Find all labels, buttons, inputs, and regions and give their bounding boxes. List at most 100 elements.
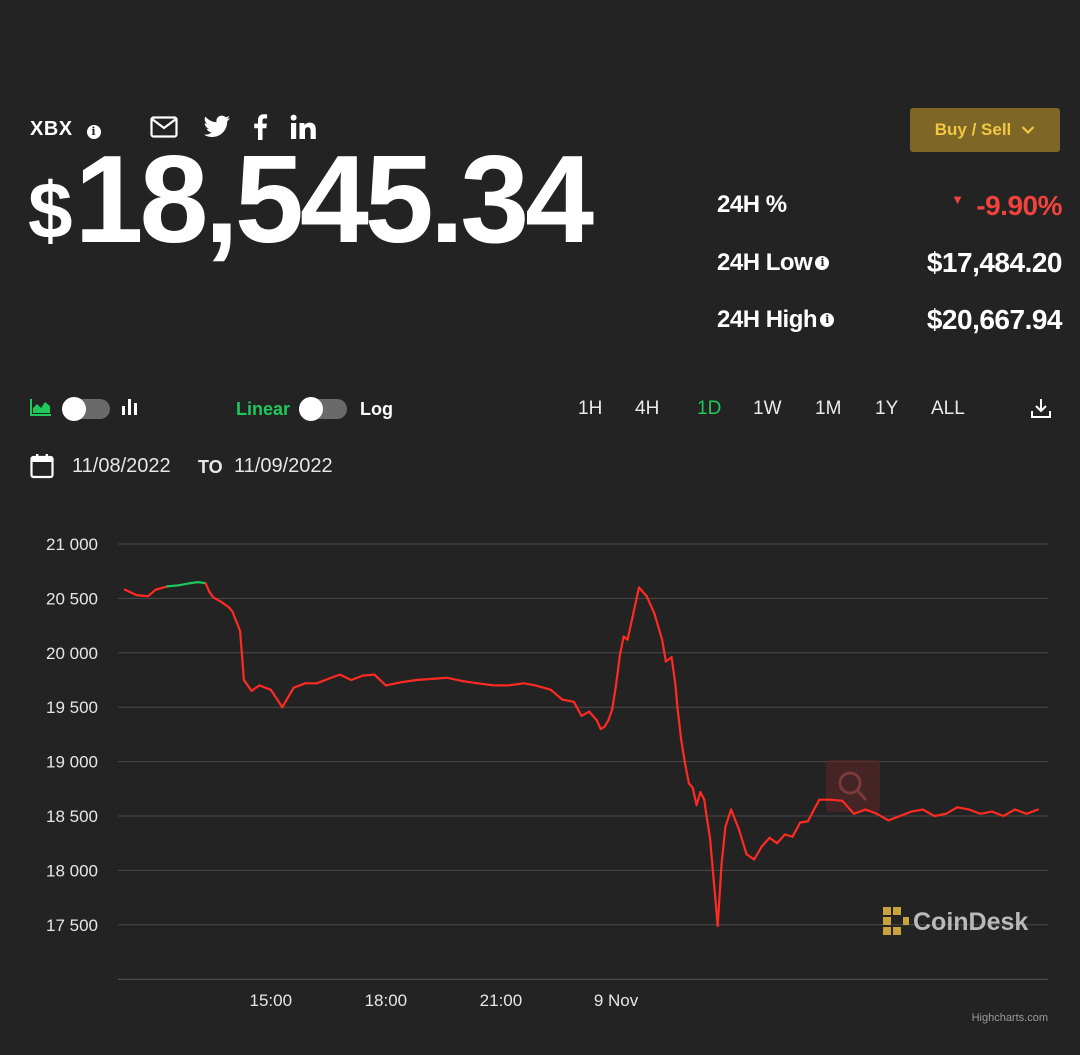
change-label-text: 24H % [717,191,787,218]
series-segment [699,791,706,801]
series-segment [250,684,261,692]
y-tick-label: 21 000 [46,535,98,554]
series-segment [166,584,180,588]
download-icon[interactable] [1030,397,1052,424]
series-segment [887,814,902,822]
watermark-text: CoinDesk [913,908,1028,936]
change-value: -9.90% [976,190,1062,221]
series-segment [189,580,199,585]
price-series [123,580,1040,927]
series-segment [729,808,740,831]
email-icon[interactable] [150,113,178,141]
series-segment [269,688,284,709]
series-segment [716,863,723,927]
range-1w[interactable]: 1W [753,398,782,419]
series-segment [708,836,715,883]
info-icon[interactable]: i [86,125,101,139]
series-segment [944,806,959,815]
series-segment [933,812,948,818]
buy-sell-button[interactable]: Buy / Sell [910,108,1060,152]
date-from[interactable]: 11/08/2022 [72,455,171,477]
range-1d[interactable]: 1D [697,398,722,419]
series-segment [637,586,648,598]
series-segment [415,677,433,682]
calendar-icon[interactable] [30,453,54,484]
series-segment [864,808,879,815]
series-segment [990,810,1005,818]
coindesk-watermark: CoinDesk [883,907,1028,936]
date-to-label: TO [198,457,223,477]
series-segment [588,710,598,722]
series-segment [956,806,971,811]
twitter-icon[interactable] [203,113,231,141]
series-segment [196,580,207,585]
range-4h[interactable]: 4H [635,398,660,419]
series-segment [674,684,679,709]
series-segment [841,799,856,815]
series-segment [768,836,779,845]
range-all[interactable]: ALL [931,398,965,419]
series-segment [146,588,157,598]
series-segment [607,708,614,722]
high-info-icon[interactable]: i [820,313,835,327]
area-chart-icon[interactable] [30,398,52,421]
scale-toggle[interactable] [299,397,347,421]
series-segment [799,820,809,824]
ticker-symbol: XBX [30,118,73,140]
chart-grid [118,543,1048,980]
low-label: 24H Low i [717,249,830,277]
series-segment [430,676,449,680]
series-segment [1025,808,1040,815]
series-segment [177,582,192,587]
series-segment [461,680,479,685]
series-segment [281,686,295,709]
series-segment [611,684,618,711]
series-segment [967,808,982,815]
series-segment [507,682,526,687]
bar-chart-icon[interactable] [121,398,139,421]
price-chart[interactable]: 21 000 20 500 20 000 19 500 19 000 18 500 18 0… [0,520,1080,1055]
high-value: $20,667.94 [926,304,1063,335]
y-axis-ticks: 21 000 20 500 20 000 19 500 19 000 18 500 18 0… [46,535,98,935]
series-segment [327,673,341,680]
chart-type-toggle[interactable] [62,397,110,421]
series-segment [910,808,925,813]
series-segment [618,635,625,657]
facebook-icon[interactable] [252,113,268,141]
series-segment [561,698,575,703]
series-segment [921,808,936,818]
series-segment [315,677,330,685]
linear-scale-label[interactable]: Linear [236,399,291,419]
chevron-down-icon [1021,126,1035,135]
series-segment [660,638,668,663]
series-segment [720,825,727,867]
x-tick-label: 18:00 [365,991,408,1010]
series-segment [829,798,844,802]
range-1y[interactable]: 1Y [875,398,899,419]
series-segment [534,684,545,689]
current-price: $18,545.34 [28,138,594,273]
range-1m[interactable]: 1M [815,398,842,419]
series-segment [670,656,677,687]
series-segment [676,706,683,741]
series-segment [219,600,230,609]
log-scale-label[interactable]: Log [360,399,393,419]
series-segment [338,673,353,682]
y-tick-label: 17 500 [46,916,98,935]
linkedin-icon[interactable] [290,113,318,141]
series-segment [350,674,364,682]
series-segment [1002,808,1017,818]
highcharts-credit[interactable]: Highcharts.com [972,1012,1048,1024]
y-tick-label: 20 000 [46,644,98,663]
series-segment [123,588,138,597]
low-info-icon[interactable]: i [815,256,830,270]
range-1h[interactable]: 1H [578,398,603,419]
down-arrow-icon: ▼ [951,192,964,207]
series-segment [791,821,802,838]
series-segment [783,833,794,838]
zoom-icon[interactable] [826,760,880,812]
top-bar [0,0,1080,70]
change-label: 24H % [717,191,787,219]
series-segment [258,684,272,691]
date-to[interactable]: 11/09/2022 [234,455,333,477]
